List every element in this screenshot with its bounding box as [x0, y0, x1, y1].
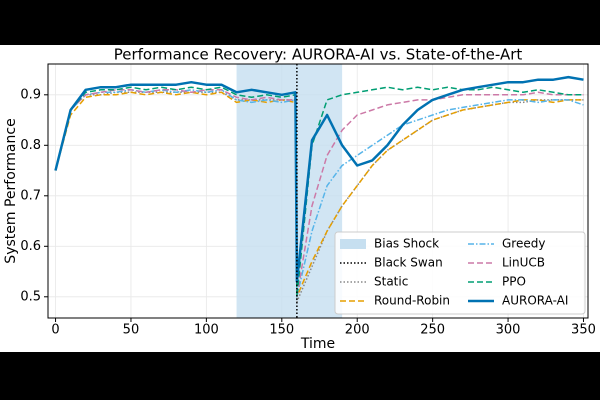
series-line — [54, 86, 584, 298]
x-tick-label: 300 — [496, 323, 521, 338]
x-tick-label: 150 — [269, 323, 294, 338]
chart-title: Performance Recovery: AURORA-AI vs. Stat… — [114, 46, 523, 64]
x-tick-label: 0 — [51, 323, 59, 338]
legend-label: Static — [374, 275, 408, 289]
x-tick-label: 100 — [194, 323, 219, 338]
legend-label: PPO — [502, 275, 526, 289]
series-line — [54, 89, 584, 298]
legend-label: Black Swan — [374, 256, 443, 270]
y-tick-label: 0.6 — [20, 239, 41, 254]
legend-label: Round-Robin — [374, 294, 450, 308]
x-tick-label: 250 — [420, 323, 445, 338]
legend-label: Greedy — [502, 237, 545, 251]
legend-swatch — [340, 239, 366, 249]
x-tick-label: 350 — [571, 323, 596, 338]
legend-label: LinUCB — [502, 256, 545, 270]
x-tick-label: 50 — [123, 323, 140, 338]
legend-label: Bias Shock — [374, 237, 439, 251]
y-tick-label: 0.9 — [20, 87, 41, 102]
y-tick-label: 0.5 — [20, 289, 41, 304]
x-axis-label: Time — [300, 336, 335, 352]
legend: Bias Shock Black Swan Static Round-Robin Gre… — [334, 231, 586, 315]
series-line — [54, 89, 584, 298]
y-axis-label: System Performance — [3, 118, 19, 263]
x-tick-label: 200 — [345, 323, 370, 338]
axes-frame — [47, 63, 589, 319]
y-tick-label: 0.7 — [20, 188, 41, 203]
legend-box — [334, 231, 586, 315]
plot-area — [48, 64, 588, 318]
series-line — [54, 75, 584, 283]
y-tick-label: 0.8 — [20, 138, 41, 153]
legend-label: AURORA-AI — [502, 294, 568, 308]
